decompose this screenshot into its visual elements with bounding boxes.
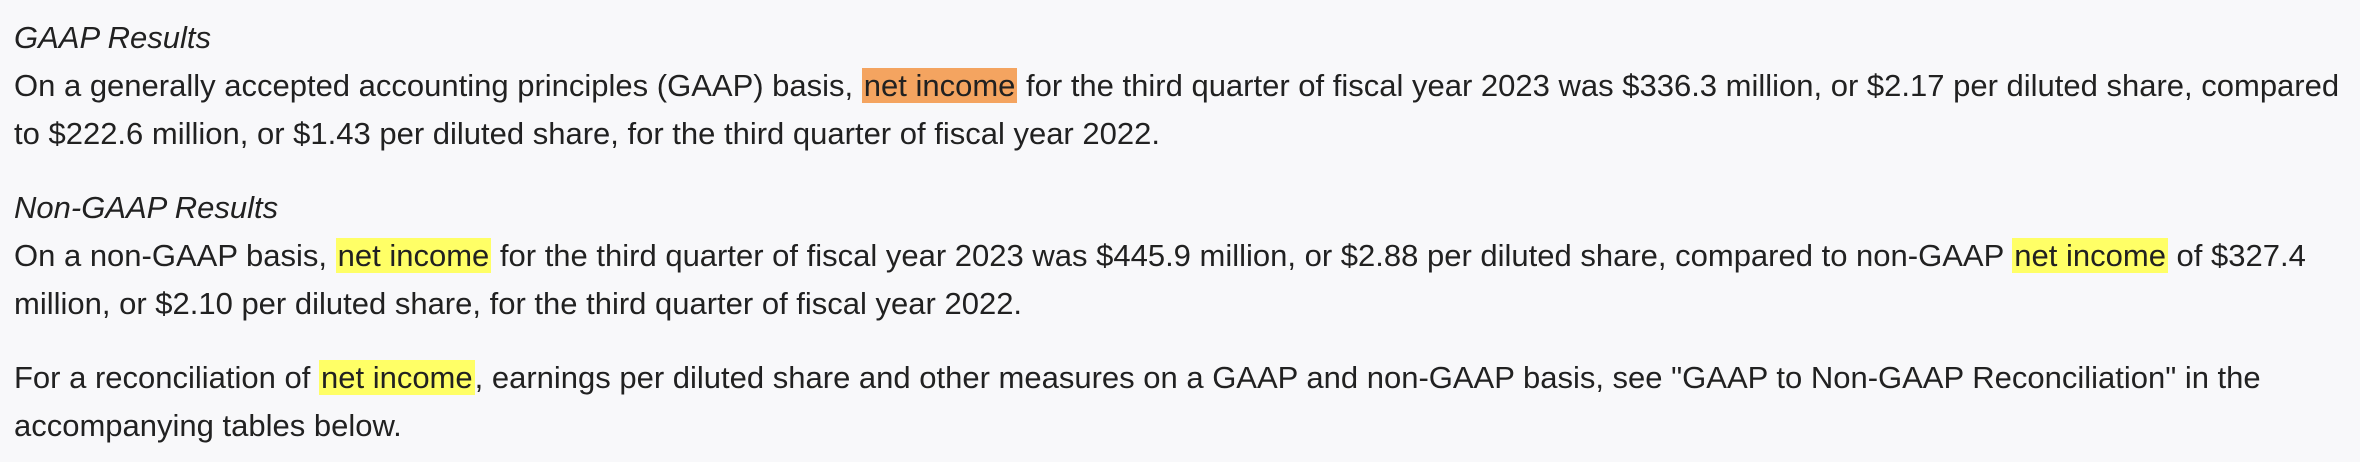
highlight-net-income[interactable]: net income [2012,238,2168,273]
reconciliation-text-end: , earnings per diluted share and other m… [14,360,2261,443]
highlight-net-income[interactable]: net income [318,360,475,395]
reconciliation-text-start: For a reconciliation of [14,360,319,395]
document-body: GAAP Results On a generally accepted acc… [14,20,2344,450]
gaap-text-start: On a generally accepted accounting princ… [14,68,862,103]
gaap-results-heading: GAAP Results [14,20,211,55]
highlight-net-income-active[interactable]: net income [861,68,1018,103]
non-gaap-results-paragraph: On a non-GAAP basis, net income for the … [14,232,2344,328]
gaap-results-paragraph: On a generally accepted accounting princ… [14,62,2344,158]
gaap-text-end: for the third quarter of fiscal year 202… [14,68,2340,151]
reconciliation-paragraph: For a reconciliation of net income, earn… [14,354,2344,450]
non-gaap-text-end: of $327.4 million, or $2.10 per diluted … [14,238,2306,321]
non-gaap-text-middle: for the third quarter of fiscal year 202… [491,238,2013,273]
non-gaap-text-start: On a non-GAAP basis, [14,238,336,273]
highlight-net-income[interactable]: net income [335,238,492,273]
non-gaap-results-heading: Non-GAAP Results [14,190,279,225]
